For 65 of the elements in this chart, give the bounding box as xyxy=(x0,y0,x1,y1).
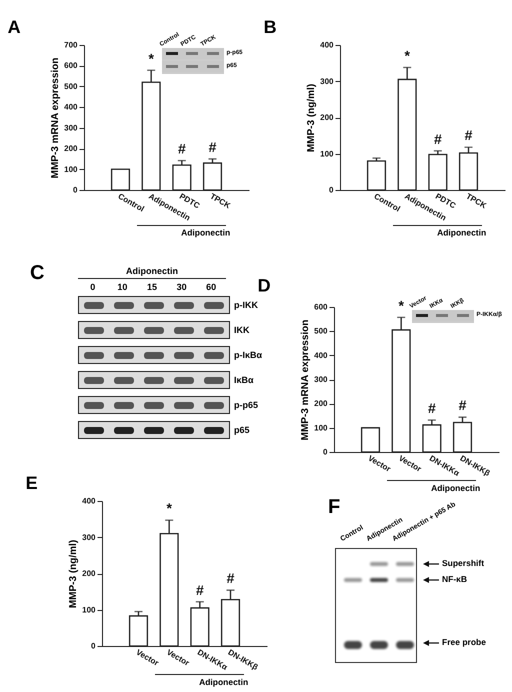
category-label: Free probe xyxy=(442,637,486,648)
data-label: * xyxy=(398,297,404,314)
data-label: * xyxy=(404,47,410,64)
y-axis-title: MMP-3 mRNA expression xyxy=(50,58,62,178)
text: Adiponectin xyxy=(78,266,226,279)
y-tick-label: 200 xyxy=(64,144,78,154)
y-tick-label: 600 xyxy=(64,61,78,70)
y-axis-title: MMP-3 mRNA expression xyxy=(300,320,312,440)
text: F xyxy=(328,496,340,519)
y-axis-title: MMP-3 (ng/ml) xyxy=(306,84,318,152)
y-tick-label: 300 xyxy=(320,76,334,86)
category-label: p-IKK xyxy=(234,300,258,310)
y-tick-label: 400 xyxy=(82,496,96,506)
chart-title: A xyxy=(8,17,21,37)
category-label: IKK xyxy=(234,325,250,335)
y-axis-title: MMP-3 (ng/ml) xyxy=(68,540,80,608)
chart-title: D xyxy=(258,275,271,296)
category-label: 60 xyxy=(205,282,218,292)
y-tick-label: 200 xyxy=(82,569,96,578)
y-tick-label: 600 xyxy=(314,302,328,312)
data-label: # xyxy=(196,582,204,598)
y-tick-label: 200 xyxy=(320,113,334,122)
x-axis-title: Adiponectin xyxy=(437,228,486,238)
category-label: 15 xyxy=(146,282,158,292)
category-label: p-p65 xyxy=(234,400,258,410)
y-tick-label: 400 xyxy=(320,40,334,50)
chart-title: B xyxy=(264,17,277,37)
y-tick-label: 300 xyxy=(82,532,96,542)
y-tick-label: 100 xyxy=(320,149,334,158)
y-tick-label: 100 xyxy=(64,164,78,174)
category-label: IκBα xyxy=(234,375,254,385)
data-label: * xyxy=(166,500,172,516)
data-label: # xyxy=(428,400,436,416)
x-axis-title: Adiponectin xyxy=(181,228,230,238)
data-label: # xyxy=(458,397,467,414)
category-label: 10 xyxy=(116,282,128,292)
data-label: * xyxy=(148,50,154,66)
data-label: # xyxy=(208,138,217,155)
x-axis-title: Adiponectin xyxy=(199,676,248,687)
category-label: NF-κB xyxy=(442,574,468,584)
text: C xyxy=(30,262,44,285)
data-label: # xyxy=(434,130,442,147)
x-axis-title: Adiponectin xyxy=(431,482,480,493)
y-tick-label: 0 xyxy=(329,186,334,194)
chart-title: E xyxy=(26,473,38,493)
y-tick-label: 0 xyxy=(91,642,96,650)
y-tick-label: 300 xyxy=(64,123,78,132)
category-label: Supershift xyxy=(442,558,484,568)
y-tick-label: 500 xyxy=(314,326,328,336)
data-label: # xyxy=(464,127,473,144)
y-tick-label: 700 xyxy=(64,40,78,50)
y-tick-label: 300 xyxy=(314,375,328,384)
y-tick-label: 100 xyxy=(314,423,328,432)
category-label: p-IκBα xyxy=(234,350,262,360)
y-tick-label: 0 xyxy=(323,448,328,456)
category-label: 30 xyxy=(176,282,188,292)
y-tick-label: 500 xyxy=(64,82,78,91)
y-tick-label: 400 xyxy=(314,350,328,360)
y-tick-label: 0 xyxy=(73,186,78,194)
data-label: # xyxy=(178,140,186,157)
data-label: # xyxy=(226,570,235,586)
y-tick-label: 200 xyxy=(314,399,328,408)
category-label: p65 xyxy=(234,425,250,435)
y-tick-label: 400 xyxy=(64,102,78,112)
y-tick-label: 100 xyxy=(82,605,96,614)
